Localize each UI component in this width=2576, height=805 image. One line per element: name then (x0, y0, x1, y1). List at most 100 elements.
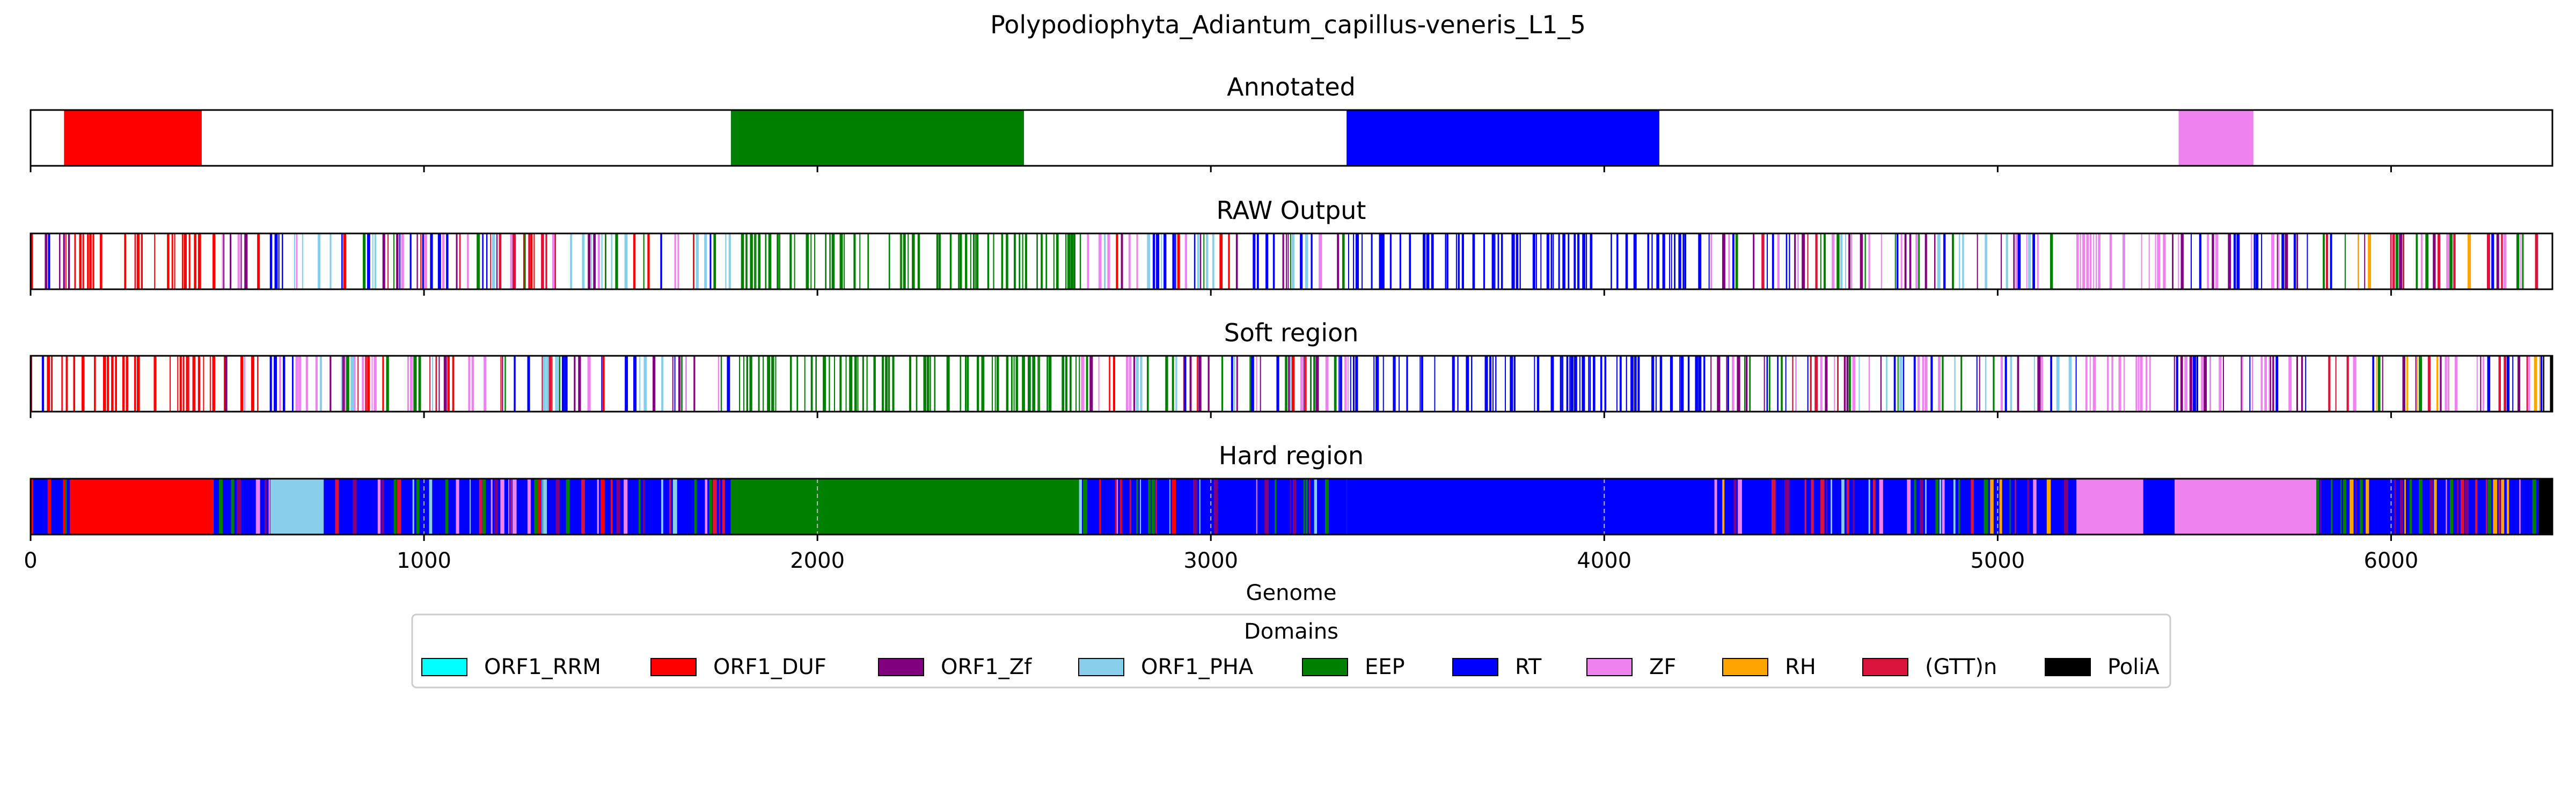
stripe-zf (2026, 233, 2028, 289)
stripe-orf1zf (2400, 479, 2403, 535)
stripe-zf (527, 479, 531, 535)
stripe-zf (237, 233, 240, 289)
stripe-orf1zf (2027, 479, 2029, 535)
stripe-zf (2215, 233, 2219, 289)
segment-polia (2538, 479, 2552, 535)
stripe-orf1zf (1282, 233, 1284, 289)
stripe-gttn (335, 479, 339, 535)
stripe-orf1zf (2301, 356, 2303, 412)
stripe-rt (1471, 356, 1473, 412)
stripe-eep (899, 233, 901, 289)
stripe-orf1zf (1214, 479, 1218, 535)
stripe-eep (2050, 233, 2053, 289)
stripe-eep (713, 233, 716, 289)
stripe-orf1zf (443, 356, 447, 412)
stripe-rh (2368, 233, 2372, 289)
stripe-gttn (357, 356, 359, 412)
stripe-orf1zf (1236, 356, 1238, 412)
stripe-orf1zf (1794, 233, 1796, 289)
stripe-orf1duf (447, 356, 450, 412)
stripe-eep (1028, 356, 1031, 412)
stripe-rt (1431, 233, 1434, 289)
stripe-eep (2450, 479, 2454, 535)
stripe-orf1duf (533, 233, 535, 289)
stripe-rt (292, 356, 294, 412)
stripe-orf1pha (1197, 233, 1199, 289)
stripe-orf1pha (2028, 233, 2031, 289)
stripe-zf (279, 356, 281, 412)
stripe-orf1zf (1198, 356, 1202, 412)
stripe-rt (1382, 356, 1384, 412)
stripe-rt (486, 233, 488, 289)
stripe-eep (831, 233, 835, 289)
stripe-eep (605, 233, 606, 289)
segment-orf1duf (64, 110, 202, 166)
stripe-orf1zf (2241, 356, 2242, 412)
x-tick-label: 2000 (790, 548, 845, 573)
stripe-eep (743, 356, 745, 412)
stripe-eep (958, 233, 960, 289)
stripe-zf (2178, 233, 2179, 289)
stripe-gttn (1971, 479, 1974, 535)
stripe-eep (681, 356, 683, 412)
stripe-zf (552, 233, 555, 289)
stripe-orf1zf (2457, 479, 2459, 535)
stripe-rt (1604, 356, 1607, 412)
stripe-gttn (1873, 479, 1876, 535)
stripe-eep (1070, 233, 1074, 289)
stripe-orf1zf (1848, 233, 1850, 289)
stripe-rt (1421, 356, 1423, 412)
stripe-rt (1651, 233, 1653, 289)
stripe-rt (1655, 356, 1657, 412)
stripe-gttn (2504, 356, 2507, 412)
stripe-eep (1172, 356, 1174, 412)
stripe-zf (2033, 479, 2037, 535)
stripe-eep (2340, 479, 2342, 535)
stripe-eep (1749, 356, 1751, 412)
stripe-rt (1679, 356, 1681, 412)
stripe-eep (1019, 233, 1021, 289)
stripe-gttn (2498, 356, 2501, 412)
stripe-zf (2420, 233, 2423, 289)
stripe-zf (500, 479, 504, 535)
stripe-orf1zf (1880, 356, 1882, 412)
stripe-zf (1087, 233, 1089, 289)
stripe-rt (1568, 233, 1570, 289)
stripe-orf1pha (1290, 356, 1292, 412)
stripe-eep (2395, 233, 2399, 289)
stripe-orf1zf (2399, 233, 2403, 289)
legend-swatch (1078, 658, 1124, 676)
stripe-orf1duf (94, 356, 96, 412)
stripe-zf (1098, 233, 1102, 289)
stripe-rt (1152, 233, 1155, 289)
stripe-orf1zf (672, 356, 674, 412)
stripe-orf1duf (134, 356, 136, 412)
stripe-zf (2138, 356, 2140, 412)
stripe-eep (996, 356, 999, 412)
stripe-gttn (2346, 356, 2349, 412)
stripe-gttn (490, 233, 492, 289)
stripe-zf (1081, 356, 1085, 412)
stripe-zf (377, 479, 380, 535)
stripe-orf1duf (1155, 479, 1157, 535)
stripe-orf1duf (141, 233, 143, 289)
stripe-eep (1083, 479, 1087, 535)
stripe-orf1zf (616, 479, 620, 535)
stripe-eep (949, 233, 952, 289)
stripe-eep (965, 356, 967, 412)
stripe-orf1zf (693, 356, 696, 412)
stripe-zf (2086, 233, 2089, 289)
stripe-eep (1013, 356, 1015, 412)
stripe-zf (2528, 356, 2530, 412)
stripe-gttn (548, 356, 552, 412)
stripe-orf1pha (1169, 479, 1170, 535)
stripe-rt (1616, 233, 1619, 289)
panel-raw-output: RAW Output (30, 196, 2553, 296)
stripe-orf1zf (2204, 356, 2207, 412)
stripe-zf (371, 356, 373, 412)
stripe-zf (2503, 233, 2507, 289)
stripe-orf1duf (693, 233, 695, 289)
stripe-eep (1024, 233, 1027, 289)
stripe-rt (1361, 233, 1363, 289)
stripe-rt (1371, 233, 1373, 289)
